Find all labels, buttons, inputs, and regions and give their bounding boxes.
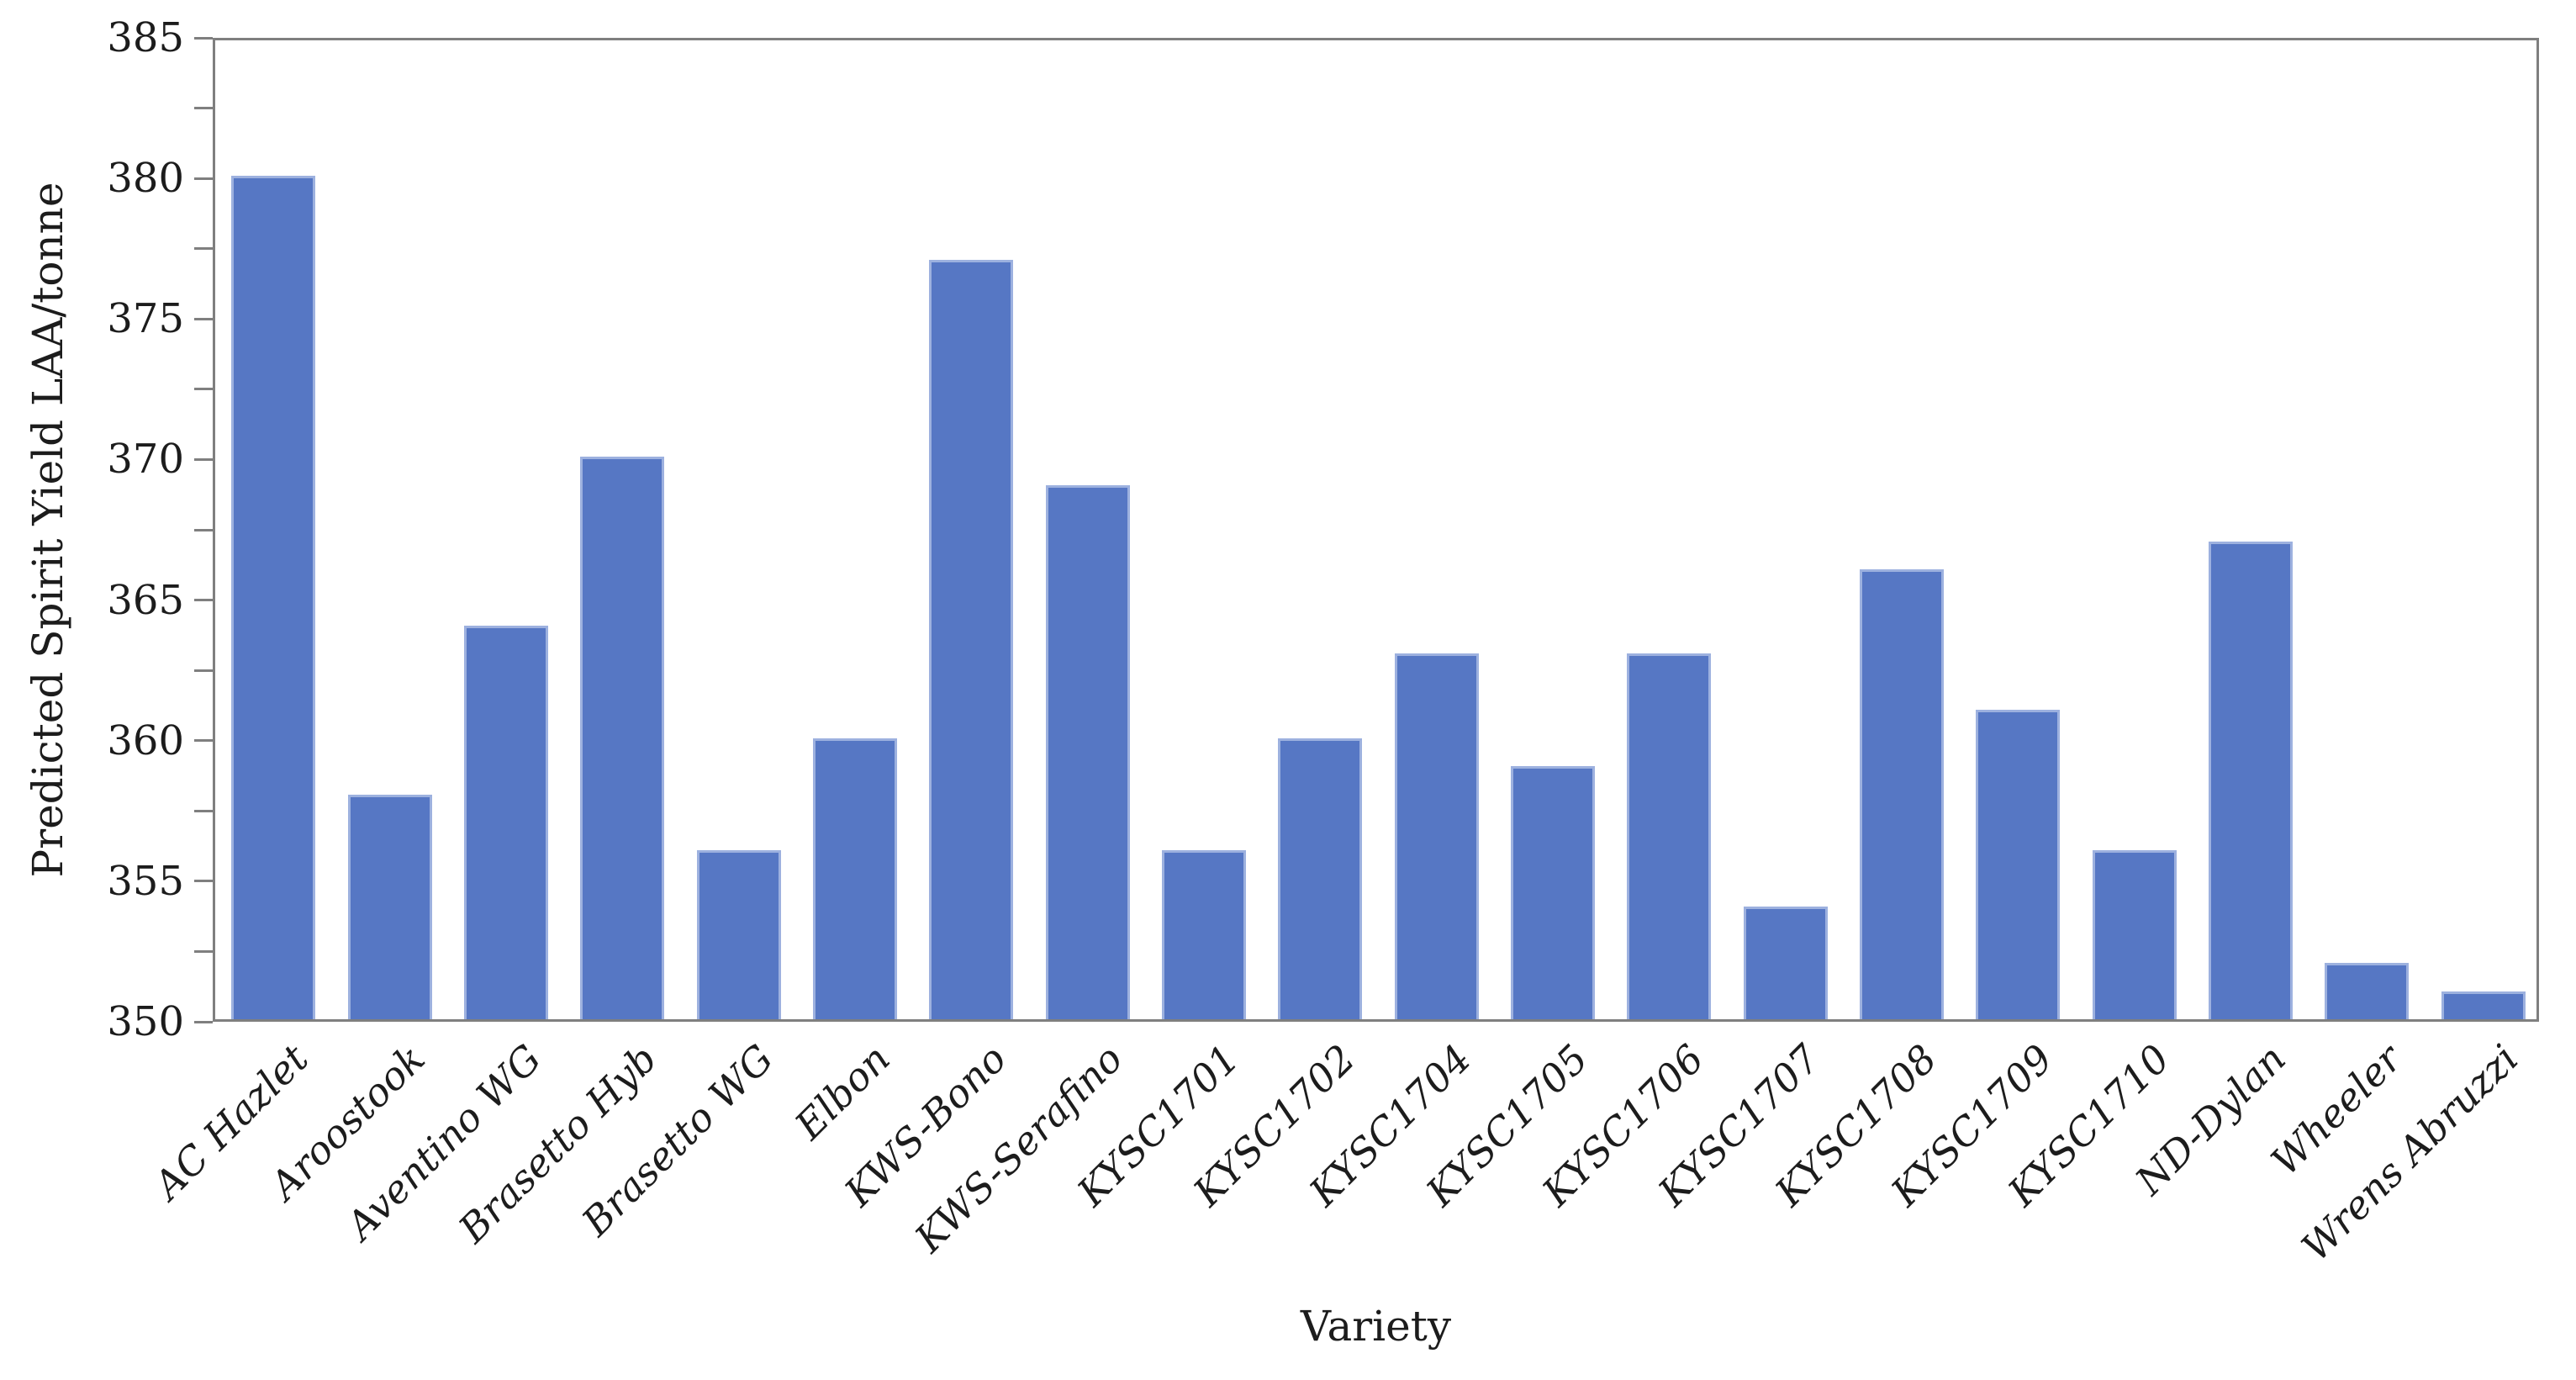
y-axis-tick-label: 375 <box>107 295 184 343</box>
bar <box>463 626 548 1019</box>
y-axis-tick-label: 385 <box>107 14 184 61</box>
y-axis-tick-mark <box>194 599 213 602</box>
y-axis-title-text: Predicted Spirit Yield LAA/tonne <box>24 182 72 878</box>
y-axis-tick-mark <box>194 880 213 883</box>
bar <box>1278 738 1363 1019</box>
y-axis-tick-mark <box>194 177 213 180</box>
bar <box>1394 653 1479 1019</box>
y-axis-tick-label: 365 <box>107 576 184 624</box>
y-axis-tick-mark <box>194 388 213 391</box>
y-axis-tick-mark <box>194 809 213 812</box>
bar <box>929 260 1014 1019</box>
bar <box>2209 541 2294 1019</box>
bar <box>2092 850 2177 1019</box>
bar <box>580 457 665 1019</box>
y-axis-tick-label: 350 <box>107 998 184 1045</box>
bar <box>696 850 781 1019</box>
bar <box>1511 766 1596 1019</box>
y-axis-tick-mark <box>194 457 213 461</box>
y-axis-tick-mark <box>194 1020 213 1023</box>
y-axis-tick-mark <box>194 107 213 110</box>
y-axis-tick-label: 370 <box>107 436 184 484</box>
y-axis-tick-mark <box>194 669 213 672</box>
plot-area <box>213 38 2539 1022</box>
bar <box>231 176 316 1019</box>
x-axis-title: Variety <box>1300 1302 1452 1351</box>
y-axis-tick-mark <box>194 36 213 40</box>
bar <box>2441 991 2526 1019</box>
bar <box>1976 710 2061 1019</box>
bar <box>1743 907 1828 1019</box>
y-axis-tick-mark <box>194 247 213 251</box>
bar <box>1045 484 1130 1019</box>
y-axis-tick-label: 380 <box>107 155 184 203</box>
x-axis-tick-label: Elbon <box>786 1035 899 1149</box>
y-axis-tick-label: 355 <box>107 857 184 905</box>
bar <box>812 738 897 1019</box>
x-axis-tick-label: KWS-Serafino <box>905 1035 1132 1261</box>
y-axis-tick-mark <box>194 949 213 953</box>
bar <box>1161 850 1246 1019</box>
x-axis-tick-label: Wrens Abruzzi <box>2293 1035 2527 1271</box>
y-axis-tick-mark <box>194 528 213 531</box>
y-axis-tick-mark <box>194 317 213 320</box>
bar <box>1860 569 1945 1019</box>
y-axis-tick-mark <box>194 739 213 743</box>
bar <box>1627 653 1712 1019</box>
bar <box>347 794 432 1019</box>
y-axis-tick-label: 360 <box>107 716 184 764</box>
bar <box>2325 963 2410 1019</box>
